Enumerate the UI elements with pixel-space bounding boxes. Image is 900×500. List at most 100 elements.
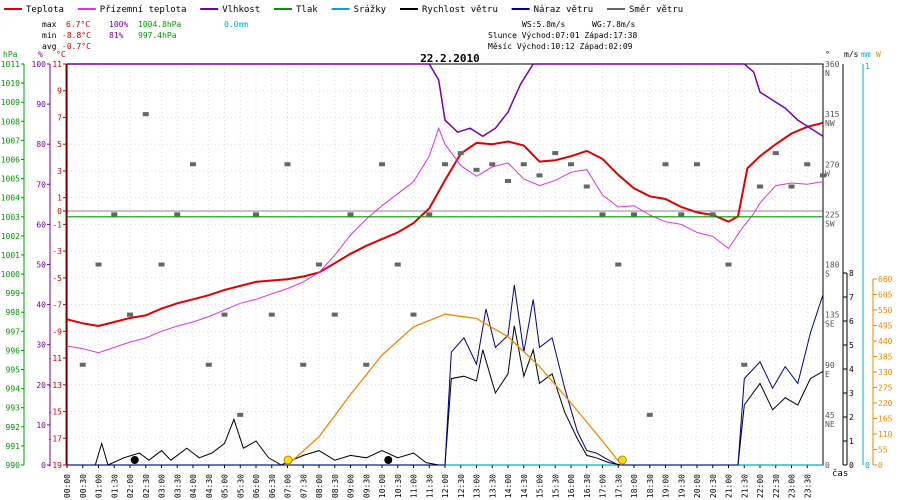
dir-axis-tick-label: 45 bbox=[825, 411, 835, 420]
wind-direction-mark bbox=[284, 162, 291, 167]
x-axis-tick-label: 12:30 bbox=[457, 474, 466, 498]
series-p-zemn-teplota-line bbox=[66, 126, 824, 354]
percent-axis-tick-label: 20 bbox=[36, 381, 46, 390]
hpa-axis-tick-label: 1007 bbox=[1, 136, 20, 145]
percent-axis-tick-label: 50 bbox=[36, 261, 46, 270]
hpa-axis-tick-label: 1010 bbox=[1, 79, 20, 88]
dir-axis-tick-label: 180 bbox=[825, 261, 840, 270]
dir-axis-unit: ° bbox=[825, 50, 830, 59]
x-axis-tick-label: 14:00 bbox=[504, 474, 513, 498]
wind-direction-mark bbox=[520, 162, 527, 167]
x-axis-tick-label: 08:00 bbox=[315, 474, 324, 498]
x-axis-tick-label: 02:00 bbox=[126, 474, 135, 498]
wind-direction-mark bbox=[95, 262, 102, 267]
dir-axis-tick-label: 90 bbox=[825, 361, 835, 370]
w-axis-tick-label: 440 bbox=[878, 337, 893, 346]
x-axis-tick-label: 20:30 bbox=[709, 474, 718, 498]
x-axis-tick-label: 05:30 bbox=[236, 474, 245, 498]
hpa-axis-tick-label: 1000 bbox=[1, 270, 20, 279]
x-axis-tick-label: 01:30 bbox=[110, 474, 119, 498]
dir-axis-tick-label: 270 bbox=[825, 160, 840, 169]
temp-axis-tick-label: 11 bbox=[52, 60, 62, 69]
wind-direction-mark bbox=[142, 112, 149, 117]
wind-direction-mark bbox=[410, 312, 417, 317]
dir-axis-compass-label: NW bbox=[825, 119, 835, 128]
mm-axis-tick-label: 0 bbox=[865, 461, 870, 470]
dir-axis-compass-label: SE bbox=[825, 320, 835, 329]
hpa-axis-tick-label: 1009 bbox=[1, 98, 20, 107]
percent-axis-tick-label: 90 bbox=[36, 100, 46, 109]
w-axis-tick-label: 110 bbox=[878, 430, 893, 439]
x-axis-tick-label: 10:00 bbox=[378, 474, 387, 498]
temp-axis-tick-label: 9 bbox=[57, 87, 62, 96]
x-axis-tick-label: 05:00 bbox=[221, 474, 230, 498]
hpa-axis-tick-label: 1006 bbox=[1, 155, 20, 164]
x-axis-tick-label: 20:00 bbox=[693, 474, 702, 498]
temp-axis-tick-label: -7 bbox=[52, 301, 62, 310]
temp-axis-tick-label: 5 bbox=[57, 140, 62, 149]
hpa-axis-tick-label: 998 bbox=[6, 308, 21, 317]
legend-item: Náraz větru bbox=[534, 5, 594, 15]
mm-axis-tick-label: 1 bbox=[865, 62, 870, 71]
x-axis-tick-label: 19:00 bbox=[662, 474, 671, 498]
stat-min-label: min bbox=[42, 31, 57, 40]
x-axis-tick-label: 03:00 bbox=[158, 474, 167, 498]
hpa-axis-tick-label: 991 bbox=[6, 442, 21, 451]
percent-axis-unit: % bbox=[38, 50, 43, 59]
wind-direction-mark bbox=[536, 173, 543, 178]
wind-direction-mark bbox=[804, 162, 811, 167]
wind-direction-mark bbox=[237, 412, 244, 417]
stat-min-temp: -8.8°C bbox=[62, 31, 91, 40]
temp-axis-tick-label: -17 bbox=[48, 434, 63, 443]
stat-max-label: max bbox=[42, 20, 57, 29]
x-axis-tick-label: 22:00 bbox=[756, 474, 765, 498]
hpa-axis-tick-label: 994 bbox=[6, 385, 21, 394]
x-axis-tick-label: 09:00 bbox=[347, 474, 356, 498]
wind-direction-mark bbox=[505, 178, 511, 183]
dir-axis-tick-label: 225 bbox=[825, 210, 840, 219]
wind-direction-mark bbox=[820, 173, 826, 178]
x-axis-tick-label: 16:30 bbox=[583, 474, 592, 498]
legend-item: Rychlost větru bbox=[422, 5, 498, 15]
percent-axis-tick-label: 100 bbox=[32, 60, 47, 69]
series-slune-n-z-en--line bbox=[287, 313, 622, 466]
wind-direction-mark bbox=[788, 184, 795, 189]
wind-direction-mark bbox=[694, 162, 700, 167]
legend-item: Tlak bbox=[296, 5, 318, 15]
x-axis-tick-label: 11:30 bbox=[425, 474, 434, 498]
dir-axis-compass-label: N bbox=[825, 69, 830, 78]
w-axis-tick-label: 550 bbox=[878, 306, 893, 315]
hpa-axis-tick-label: 992 bbox=[6, 423, 21, 432]
w-axis-tick-label: 220 bbox=[878, 399, 893, 408]
x-axis-tick-label: 02:30 bbox=[142, 474, 151, 498]
ms-axis-tick-label: 3 bbox=[849, 389, 854, 398]
wind-direction-mark bbox=[772, 151, 779, 156]
ms-axis-tick-label: 1 bbox=[849, 437, 854, 446]
x-axis-tick-label: 13:00 bbox=[473, 474, 482, 498]
wind-direction-mark bbox=[205, 362, 212, 367]
temp-axis-tick-label: -5 bbox=[52, 274, 62, 283]
chart-title: 22.2.2010 bbox=[420, 52, 480, 65]
wind-direction-mark bbox=[442, 162, 448, 167]
x-axis-tick-label: 06:30 bbox=[268, 474, 277, 498]
temp-axis-tick-label: 3 bbox=[57, 167, 62, 176]
moonrise-marker bbox=[384, 456, 393, 464]
wind-direction-mark bbox=[174, 212, 181, 217]
wind-direction-mark bbox=[268, 312, 275, 317]
w-axis-tick-label: 0 bbox=[878, 461, 883, 470]
w-axis-tick-label: 275 bbox=[878, 384, 893, 393]
ms-axis-unit: m/s bbox=[844, 50, 859, 59]
wind-direction-mark bbox=[725, 262, 732, 267]
wind-direction-mark bbox=[662, 162, 669, 167]
x-axis-tick-label: 11:00 bbox=[410, 474, 419, 498]
hpa-axis-tick-label: 1008 bbox=[1, 117, 20, 126]
x-axis-tick-label: 07:00 bbox=[284, 474, 293, 498]
w-axis-tick-label: 385 bbox=[878, 353, 893, 362]
temp-axis-tick-label: 7 bbox=[57, 113, 62, 122]
sunrise-marker bbox=[283, 455, 293, 465]
dir-axis-compass-label: E bbox=[825, 370, 830, 379]
percent-axis-tick-label: 40 bbox=[36, 301, 46, 310]
x-axis-tick-label: 04:00 bbox=[189, 474, 198, 498]
x-axis-tick-label: 18:30 bbox=[646, 474, 655, 498]
dir-axis-tick-label: 360 bbox=[825, 60, 840, 69]
